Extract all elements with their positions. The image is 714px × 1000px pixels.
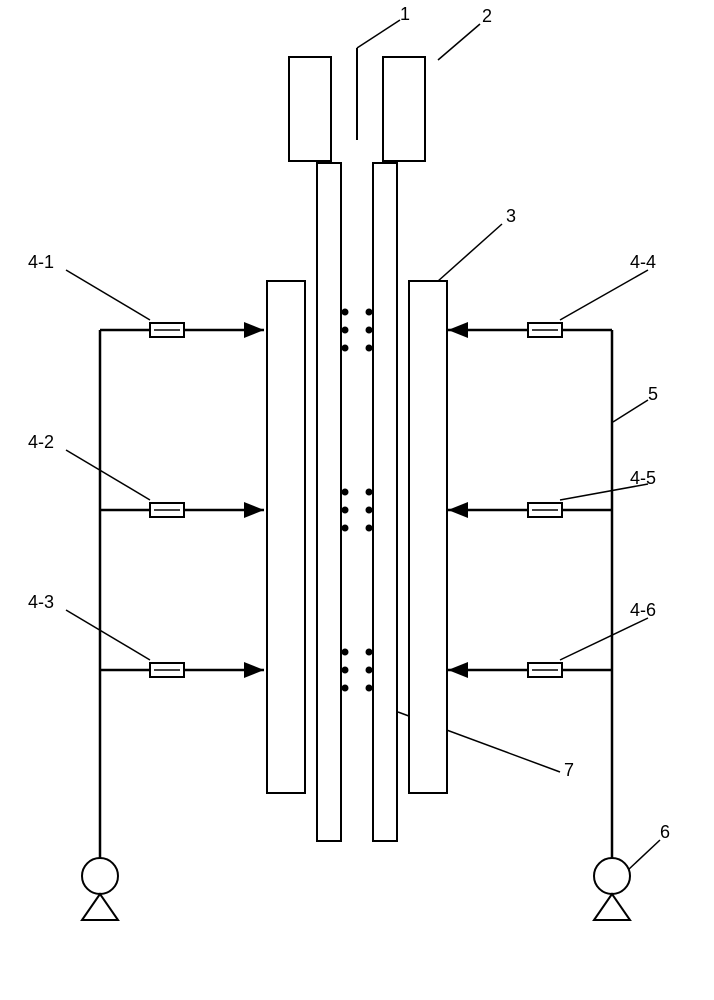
left-top-block [288, 56, 332, 162]
label-4-4: 4-4 [630, 252, 656, 273]
label-4-1: 4-1 [28, 252, 54, 273]
label-1: 1 [400, 4, 410, 25]
left-long-bar [316, 162, 342, 842]
label-4-2: 4-2 [28, 432, 54, 453]
right-outer-bar [408, 280, 448, 794]
label-4-3: 4-3 [28, 592, 54, 613]
label-6: 6 [660, 822, 670, 843]
label-5: 5 [648, 384, 658, 405]
right-long-bar [372, 162, 398, 842]
left-outer-bar [266, 280, 306, 794]
label-4-5: 4-5 [630, 468, 656, 489]
label-7: 7 [564, 760, 574, 781]
label-4-6: 4-6 [630, 600, 656, 621]
right-top-block [382, 56, 426, 162]
label-3: 3 [506, 206, 516, 227]
schematic-diagram: 1 2 3 5 6 7 4-1 4-2 4-3 4-4 4-5 4-6 [0, 0, 714, 1000]
svg-overlay [0, 0, 714, 1000]
label-2: 2 [482, 6, 492, 27]
